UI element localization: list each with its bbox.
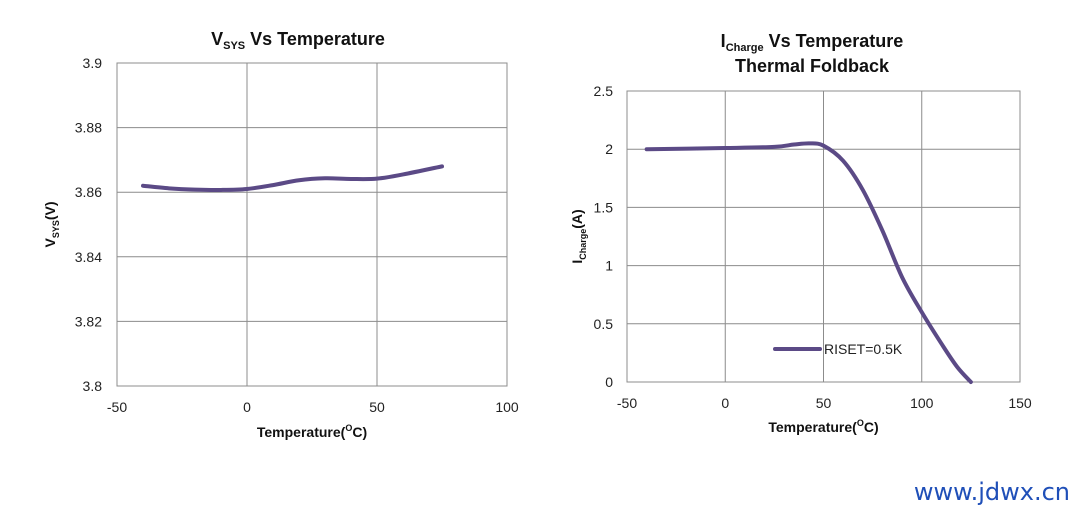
chart1-series-line-0	[141, 164, 444, 192]
chart1-y-tick-label: 3.86	[75, 184, 102, 200]
chart1-y-tick-label: 3.88	[75, 120, 102, 136]
chart2-y-tick-label: 1	[605, 258, 613, 274]
chart2-x-tick-label: 150	[1008, 395, 1032, 411]
chart2-y-tick-label: 2	[605, 141, 613, 157]
chart2-x-tick-label: 50	[816, 395, 832, 411]
chart2-y-axis-label: ICharge(A)	[569, 209, 588, 263]
chart1-title: VSYS Vs Temperature	[211, 29, 385, 52]
chart2-legend-label: RISET=0.5K	[824, 341, 903, 357]
chart1-y-tick-label: 3.9	[83, 55, 103, 71]
chart1-x-tick-label: 0	[243, 399, 251, 415]
chart1-x-tick-label: 100	[495, 399, 519, 415]
chart1-y-axis-label: VSYS(V)	[42, 201, 61, 247]
chart2-plot-frame	[626, 90, 1021, 383]
chart1-x-tick-label: 50	[369, 399, 385, 415]
chart1-x-tick-label: -50	[107, 399, 127, 415]
chart2-series-line-0	[644, 141, 973, 384]
chart1-y-tick-label: 3.84	[75, 249, 102, 265]
chart1-x-axis-label: Temperature(OC)	[257, 423, 367, 440]
chart2-title: ICharge Vs Temperature	[721, 31, 904, 54]
chart2-x-tick-label: 0	[721, 395, 729, 411]
chart2-x-tick-label: 100	[910, 395, 934, 411]
chart2-y-tick-label: 0.5	[594, 316, 614, 332]
chart2-title-line2: Thermal Foldback	[735, 56, 890, 76]
chart2-y-tick-label: 2.5	[594, 83, 614, 99]
chart2-y-tick-label: 1.5	[594, 199, 614, 215]
chart1-plot-frame	[116, 62, 508, 387]
chart2-y-tick-label: 0	[605, 374, 613, 390]
chart1-y-tick-label: 3.8	[83, 378, 103, 394]
chart1-y-tick-label: 3.82	[75, 313, 102, 329]
chart2-x-tick-label: -50	[617, 395, 637, 411]
watermark: www.jdwx.cn	[913, 478, 1070, 506]
chart2-x-axis-label: Temperature(OC)	[768, 418, 878, 435]
